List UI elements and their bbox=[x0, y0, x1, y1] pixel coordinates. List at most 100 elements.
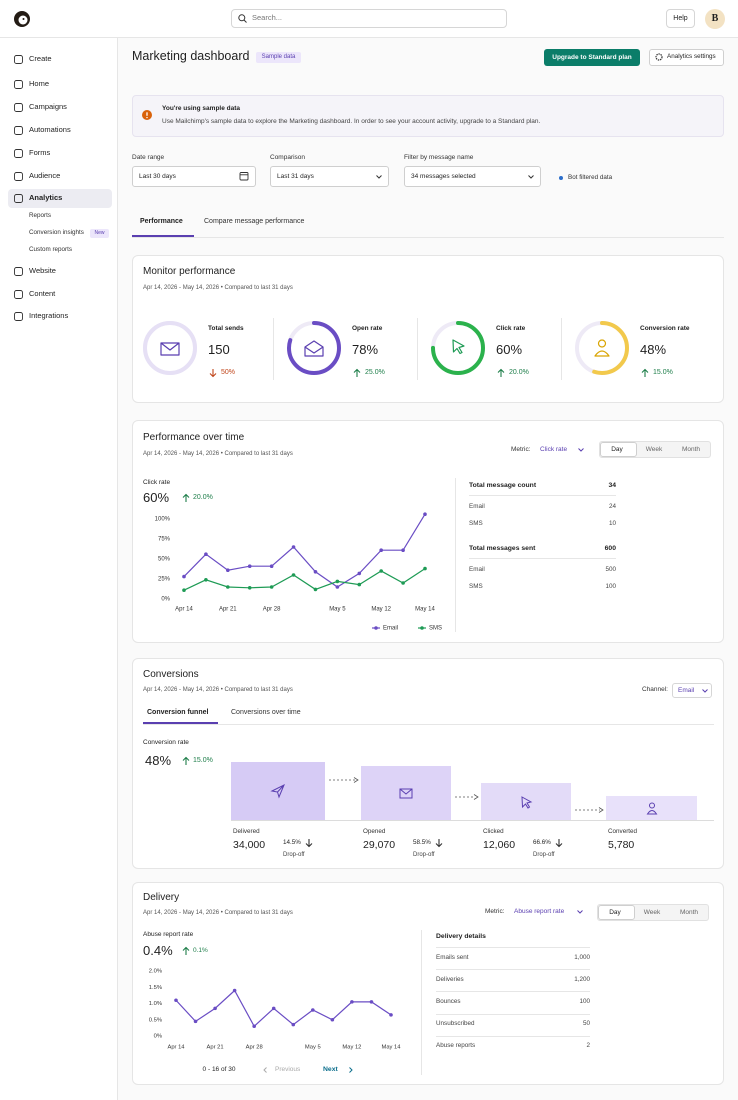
dropoff-value: 58.5% bbox=[413, 838, 431, 846]
filter-value[interactable]: Last 31 days bbox=[277, 172, 314, 180]
filter-input[interactable] bbox=[270, 166, 389, 187]
period-option[interactable]: Month bbox=[679, 908, 699, 916]
funnel-value: 12,060 bbox=[483, 838, 516, 851]
period-option[interactable]: Day bbox=[611, 445, 623, 453]
nav-item[interactable]: Website bbox=[29, 265, 56, 275]
period-option[interactable]: Week bbox=[645, 445, 663, 453]
tab[interactable]: Conversion funnel bbox=[147, 709, 209, 717]
nav-icon bbox=[14, 125, 23, 135]
funnel-arrow bbox=[455, 794, 479, 800]
filter-value[interactable]: 34 messages selected bbox=[411, 172, 476, 180]
period-option[interactable]: Month bbox=[681, 445, 701, 453]
upgrade-button[interactable] bbox=[544, 49, 640, 66]
icon-shape bbox=[14, 148, 23, 158]
filter-input[interactable] bbox=[132, 166, 256, 187]
data-point bbox=[389, 1013, 393, 1017]
chart-value: 60% bbox=[143, 489, 170, 505]
nav-icon bbox=[14, 266, 23, 276]
stat-row-value: 500 bbox=[605, 565, 616, 573]
metric-label: Metric: bbox=[511, 446, 531, 454]
divider bbox=[417, 318, 418, 380]
nav-item[interactable]: Analytics bbox=[29, 192, 63, 202]
detail-label: Emails sent bbox=[436, 953, 469, 961]
pagination-previous[interactable]: Previous bbox=[275, 1066, 301, 1074]
legend-marker bbox=[374, 626, 378, 630]
nav-item[interactable]: Integrations bbox=[29, 310, 69, 320]
funnel-glyph bbox=[399, 788, 413, 799]
funnel-arrow bbox=[329, 777, 359, 783]
funnel-arrow bbox=[575, 807, 604, 813]
nav-subitem[interactable]: Conversion insights bbox=[29, 228, 84, 236]
channel-value[interactable]: Email bbox=[678, 686, 695, 694]
x-tick-label: Apr 21 bbox=[207, 1045, 224, 1051]
nav-icon bbox=[14, 289, 23, 299]
data-point bbox=[313, 570, 318, 574]
card-title: Conversions bbox=[143, 669, 199, 680]
filter-input[interactable] bbox=[404, 166, 541, 187]
new-badge bbox=[90, 229, 109, 238]
chevron bbox=[577, 910, 583, 914]
chevron bbox=[349, 1067, 353, 1073]
tab[interactable]: Compare message performance bbox=[204, 218, 305, 226]
nav-subitem[interactable]: Reports bbox=[29, 211, 52, 219]
tab[interactable]: Conversions over time bbox=[231, 709, 301, 717]
period-option[interactable]: Day bbox=[609, 908, 621, 916]
detail-label: Bounces bbox=[436, 997, 461, 1005]
dropoff-label: Drop-off bbox=[283, 851, 305, 858]
kpi-change: 50% bbox=[221, 369, 236, 377]
detail-value: 1,000 bbox=[574, 953, 590, 961]
nav-item[interactable]: Home bbox=[29, 78, 50, 88]
pagination-next[interactable]: Next bbox=[323, 1066, 338, 1074]
x-tick-label: May 12 bbox=[371, 607, 391, 613]
nav-item[interactable]: Automations bbox=[29, 124, 71, 134]
filter-label: Comparison bbox=[270, 154, 306, 162]
nav-item[interactable]: Content bbox=[29, 288, 56, 298]
stat-row-value: 100 bbox=[605, 582, 616, 590]
card-title: Monitor performance bbox=[143, 266, 236, 277]
channel-select[interactable] bbox=[672, 683, 712, 698]
gear-icon bbox=[655, 53, 663, 61]
nav-icon bbox=[14, 102, 23, 112]
funnel-label: Clicked bbox=[483, 827, 504, 835]
funnel-value: 29,070 bbox=[363, 838, 396, 851]
x-tick-label: May 5 bbox=[329, 607, 346, 613]
warning-icon bbox=[142, 110, 152, 120]
stat-value: 34 bbox=[608, 482, 616, 490]
nav-item[interactable]: Forms bbox=[29, 147, 51, 157]
x-tick-label: Apr 14 bbox=[175, 607, 193, 613]
help-button[interactable] bbox=[666, 9, 695, 28]
kpi-ring bbox=[575, 321, 629, 375]
funnel-value: 5,780 bbox=[608, 838, 635, 851]
tab[interactable]: Performance bbox=[140, 218, 183, 226]
x-tick-label: May 14 bbox=[381, 1045, 401, 1051]
metric-select[interactable]: Click rate bbox=[540, 446, 568, 454]
kpi-ring bbox=[143, 321, 197, 375]
data-point bbox=[204, 552, 208, 556]
dropoff-value: 66.6% bbox=[533, 838, 551, 846]
trend-arrow bbox=[182, 493, 190, 502]
nav-item[interactable]: Create bbox=[29, 53, 52, 63]
detail-value: 100 bbox=[579, 997, 590, 1005]
search-box[interactable] bbox=[231, 9, 507, 28]
nav-subitem[interactable]: Custom reports bbox=[29, 245, 73, 253]
bot-filter-label: Bot filtered data bbox=[568, 173, 613, 181]
settings-label[interactable]: Analytics settings bbox=[667, 53, 716, 61]
nav-item[interactable]: Campaigns bbox=[29, 101, 67, 111]
avatar[interactable] bbox=[705, 9, 725, 29]
icon-shape bbox=[14, 79, 23, 89]
help-label[interactable]: Help bbox=[673, 14, 688, 22]
y-tick-label: 1.0% bbox=[149, 1001, 162, 1007]
upgrade-label[interactable]: Upgrade to Standard plan bbox=[552, 53, 632, 61]
nav-item[interactable]: Audience bbox=[29, 170, 61, 180]
data-point bbox=[247, 586, 252, 590]
notice-title: You're using sample data bbox=[162, 105, 240, 113]
pagination-range: 0 - 16 of 30 bbox=[202, 1066, 236, 1074]
card-title: Delivery bbox=[143, 892, 180, 903]
filter-value[interactable]: Last 30 days bbox=[139, 172, 176, 180]
arrow bbox=[182, 946, 190, 955]
period-option[interactable]: Week bbox=[643, 908, 661, 916]
ring-arc bbox=[575, 321, 629, 375]
settings-button[interactable] bbox=[649, 49, 724, 66]
arrow bbox=[641, 368, 649, 377]
metric-select[interactable]: Abuse report rate bbox=[514, 908, 565, 916]
